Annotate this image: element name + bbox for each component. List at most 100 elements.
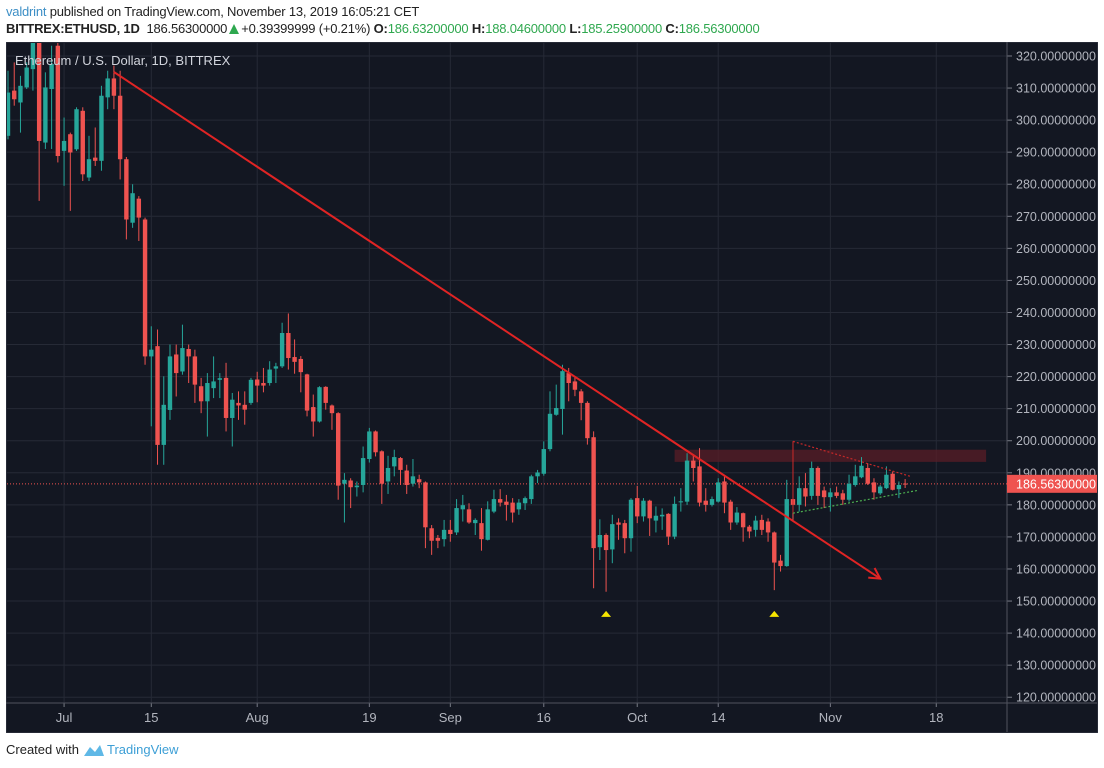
candle[interactable] xyxy=(454,499,459,535)
candle[interactable] xyxy=(385,455,391,494)
candle[interactable] xyxy=(740,512,746,542)
candle[interactable] xyxy=(716,478,721,503)
candle[interactable] xyxy=(267,361,272,386)
candle[interactable] xyxy=(765,518,771,542)
candle[interactable] xyxy=(473,518,478,535)
candle[interactable] xyxy=(99,85,104,171)
candle[interactable] xyxy=(529,474,534,504)
candle[interactable] xyxy=(174,344,179,397)
candle[interactable] xyxy=(186,344,191,384)
candle[interactable] xyxy=(747,525,752,539)
candle[interactable] xyxy=(311,394,316,437)
candle[interactable] xyxy=(491,489,497,514)
candle[interactable] xyxy=(24,62,29,90)
candle[interactable] xyxy=(678,488,684,512)
candle[interactable] xyxy=(180,324,185,375)
candle[interactable] xyxy=(510,498,515,523)
candle[interactable] xyxy=(547,391,553,452)
candle[interactable] xyxy=(416,474,422,489)
candle[interactable] xyxy=(560,364,565,435)
candle[interactable] xyxy=(659,508,665,530)
candle[interactable] xyxy=(49,45,54,149)
candle[interactable] xyxy=(373,430,378,457)
candle[interactable] xyxy=(273,362,279,384)
candle[interactable] xyxy=(304,373,310,417)
candle[interactable] xyxy=(585,401,590,445)
candlestick-chart[interactable]: 120.00000000 130.00000000 140.00000000 150.… xyxy=(6,42,1098,733)
candle[interactable] xyxy=(884,466,889,490)
candle[interactable] xyxy=(68,132,73,211)
candle[interactable] xyxy=(821,486,827,509)
candle[interactable] xyxy=(759,514,765,535)
candle[interactable] xyxy=(834,486,839,499)
candle[interactable] xyxy=(404,464,409,494)
candle[interactable] xyxy=(778,554,783,572)
candle[interactable] xyxy=(136,196,142,241)
candle[interactable] xyxy=(460,494,465,522)
candle[interactable] xyxy=(572,376,578,397)
candle[interactable] xyxy=(441,519,447,547)
candle[interactable] xyxy=(703,488,708,512)
candle[interactable] xyxy=(86,135,92,182)
candle[interactable] xyxy=(317,386,322,423)
candle[interactable] xyxy=(298,356,304,393)
candle[interactable] xyxy=(124,156,129,240)
candle[interactable] xyxy=(902,479,908,488)
candle[interactable] xyxy=(610,514,615,564)
candle[interactable] xyxy=(261,367,266,393)
candle[interactable] xyxy=(597,519,603,561)
candle[interactable] xyxy=(142,217,148,365)
candle[interactable] xyxy=(155,329,160,465)
candle[interactable] xyxy=(435,534,441,549)
candle[interactable] xyxy=(348,478,353,509)
candle[interactable] xyxy=(846,474,852,502)
candle[interactable] xyxy=(242,391,247,425)
candle[interactable] xyxy=(635,485,640,524)
candle[interactable] xyxy=(535,469,540,484)
candle[interactable] xyxy=(722,476,727,514)
candle[interactable] xyxy=(466,503,472,524)
triangle-upper-line[interactable] xyxy=(792,440,912,478)
candle[interactable] xyxy=(603,533,609,592)
candle[interactable] xyxy=(853,464,858,487)
candle[interactable] xyxy=(255,371,260,403)
candle[interactable] xyxy=(30,42,36,91)
trendline[interactable] xyxy=(113,71,881,580)
candle[interactable] xyxy=(753,515,758,537)
candle[interactable] xyxy=(616,518,621,540)
candle[interactable] xyxy=(230,392,235,447)
candle[interactable] xyxy=(504,494,509,521)
candle[interactable] xyxy=(354,481,360,497)
candle[interactable] xyxy=(878,484,883,495)
candle[interactable] xyxy=(666,513,671,545)
candle[interactable] xyxy=(130,184,135,228)
candle[interactable] xyxy=(248,377,254,405)
candle[interactable] xyxy=(43,72,48,149)
triangle-lower-line[interactable] xyxy=(792,489,918,514)
candle[interactable] xyxy=(379,450,384,504)
candle[interactable] xyxy=(392,449,397,477)
candle[interactable] xyxy=(93,127,98,166)
candle[interactable] xyxy=(497,489,503,507)
candle[interactable] xyxy=(6,70,11,140)
candle[interactable] xyxy=(479,508,484,551)
candle[interactable] xyxy=(871,478,877,500)
candle[interactable] xyxy=(198,377,204,414)
candle[interactable] xyxy=(641,498,646,522)
tradingview-link[interactable]: TradingView xyxy=(106,742,179,757)
candle[interactable] xyxy=(541,441,546,476)
candle[interactable] xyxy=(859,457,864,479)
candle[interactable] xyxy=(410,459,416,487)
candle[interactable] xyxy=(18,75,23,133)
candle[interactable] xyxy=(286,313,291,370)
candle[interactable] xyxy=(890,471,895,491)
candle[interactable] xyxy=(522,496,528,510)
candle[interactable] xyxy=(192,349,198,403)
candle[interactable] xyxy=(398,457,403,485)
candle[interactable] xyxy=(329,404,335,430)
candle[interactable] xyxy=(360,446,366,493)
candle[interactable] xyxy=(429,525,434,555)
candle[interactable] xyxy=(211,356,216,399)
candle[interactable] xyxy=(223,362,229,432)
candle[interactable] xyxy=(205,373,210,437)
